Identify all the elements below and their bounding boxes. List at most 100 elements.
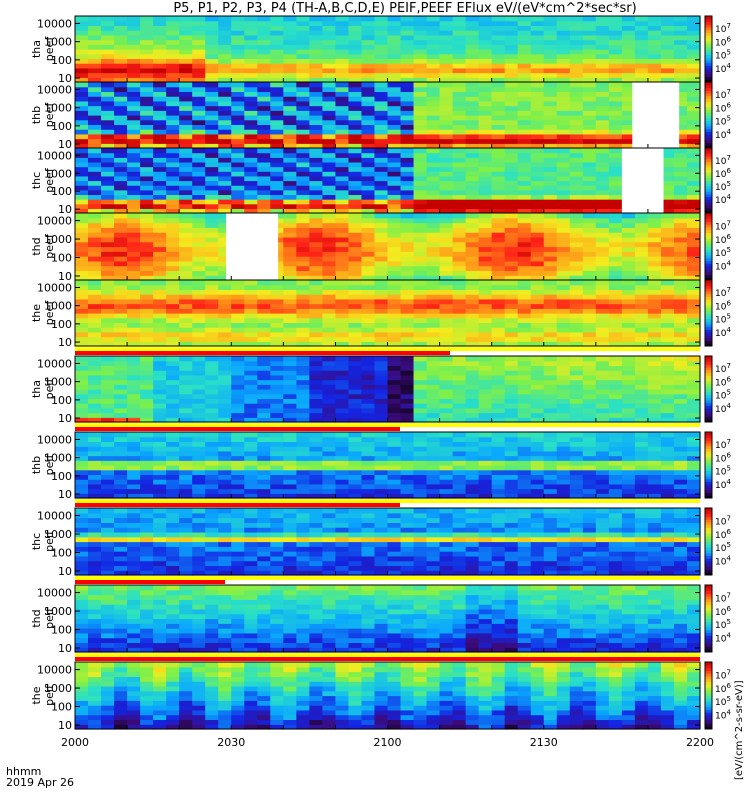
heatmap-cell <box>179 298 193 305</box>
heatmap-cell <box>153 446 167 452</box>
heatmap-cell <box>478 152 493 158</box>
heatmap-cell <box>452 441 467 447</box>
heatmap-cell <box>530 161 545 168</box>
heatmap-cell <box>348 53 363 60</box>
heatmap-cell <box>296 124 310 130</box>
heatmap-cell <box>257 322 271 328</box>
heatmap-cell <box>569 389 584 395</box>
heatmap-cell <box>179 488 193 494</box>
heatmap-cell <box>387 313 402 319</box>
heatmap-cell <box>452 222 467 228</box>
heatmap-cell <box>530 275 545 281</box>
heatmap-cell <box>504 256 519 262</box>
heatmap-cell <box>218 432 232 438</box>
heatmap-cell <box>270 469 284 476</box>
heatmap-cell <box>582 432 597 438</box>
heatmap-cell <box>257 86 271 93</box>
heatmap-cell <box>556 180 571 186</box>
heatmap-cell <box>361 67 376 74</box>
heatmap-cell <box>127 119 141 126</box>
heatmap-cell <box>166 407 180 414</box>
heatmap-cell <box>296 217 310 224</box>
heatmap-cell <box>140 25 154 31</box>
heatmap-cell <box>517 384 532 390</box>
heatmap-cell <box>686 185 701 191</box>
heatmap-cell <box>673 16 688 22</box>
heatmap-cell <box>361 72 376 78</box>
heatmap-cell <box>361 298 376 305</box>
heatmap-cell <box>400 469 415 476</box>
heatmap-cell <box>400 241 415 248</box>
heatmap-cell <box>543 265 558 272</box>
heatmap-cell <box>569 49 584 55</box>
heatmap-cell <box>608 289 623 295</box>
heatmap-cell <box>595 166 610 172</box>
heatmap-cell <box>686 175 701 182</box>
heatmap-cell <box>75 270 89 276</box>
heatmap-cell <box>439 208 454 214</box>
heatmap-cell <box>231 199 245 205</box>
heatmap-cell <box>400 180 415 186</box>
heatmap-cell <box>75 185 89 191</box>
heatmap-cell <box>75 331 89 338</box>
heatmap-cell <box>244 284 258 291</box>
heatmap-cell <box>296 82 310 88</box>
heatmap-cell <box>127 213 141 219</box>
colorbar-swatch <box>705 51 712 55</box>
heatmap-cell <box>309 189 323 196</box>
heatmap-cell <box>543 465 558 471</box>
heatmap-cell <box>322 265 337 272</box>
heatmap-cell <box>413 479 428 485</box>
heatmap-cell <box>205 327 219 333</box>
heatmap-cell <box>309 460 323 466</box>
heatmap-cell <box>88 308 102 314</box>
heatmap-cell <box>478 331 493 338</box>
heatmap-cell <box>452 336 467 342</box>
heatmap-cell <box>608 265 623 272</box>
heatmap-cell <box>543 157 558 163</box>
heatmap-cell <box>348 284 363 291</box>
heatmap-cell <box>166 110 180 116</box>
heatmap-cell <box>517 100 532 107</box>
heatmap-cell <box>608 365 623 371</box>
heatmap-cell <box>114 194 128 200</box>
heatmap-cell <box>205 105 219 111</box>
heatmap-cell <box>75 236 89 243</box>
heatmap-cell <box>439 374 454 381</box>
heatmap-cell <box>660 327 675 333</box>
heatmap-cell <box>491 189 506 196</box>
heatmap-cell <box>283 91 297 97</box>
heatmap-cell <box>322 30 337 36</box>
heatmap-cell <box>504 133 519 140</box>
heatmap-cell <box>608 63 623 69</box>
heatmap-cell <box>218 412 232 418</box>
heatmap-cell <box>621 365 636 371</box>
heatmap-cell <box>179 289 193 295</box>
heatmap-cell <box>348 331 363 338</box>
heatmap-cell <box>166 403 180 409</box>
heatmap-cell <box>569 100 584 107</box>
heatmap-cell <box>88 143 102 149</box>
heatmap-cell <box>517 284 532 291</box>
heatmap-cell <box>140 303 154 309</box>
heatmap-cell <box>465 232 480 238</box>
heatmap-cell <box>205 455 219 461</box>
heatmap-cell <box>504 124 519 130</box>
colorbar-swatch <box>705 356 712 360</box>
heatmap-cell <box>491 152 506 158</box>
heatmap-cell <box>426 284 441 291</box>
heatmap-cell <box>504 203 519 209</box>
heatmap-cell <box>75 446 89 452</box>
heatmap-cell <box>621 327 636 333</box>
heatmap-cell <box>335 67 350 74</box>
heatmap-cell <box>569 493 584 499</box>
heatmap-cell <box>660 417 675 423</box>
heatmap-cell <box>426 25 441 31</box>
heatmap-cell <box>283 469 297 476</box>
colorbar-swatch <box>705 183 712 187</box>
heatmap-cell <box>556 217 571 224</box>
colorbar-tick-label: 105 <box>715 246 731 259</box>
heatmap-cell <box>361 336 376 342</box>
heatmap-cell <box>400 30 415 36</box>
heatmap-cell <box>335 53 350 60</box>
